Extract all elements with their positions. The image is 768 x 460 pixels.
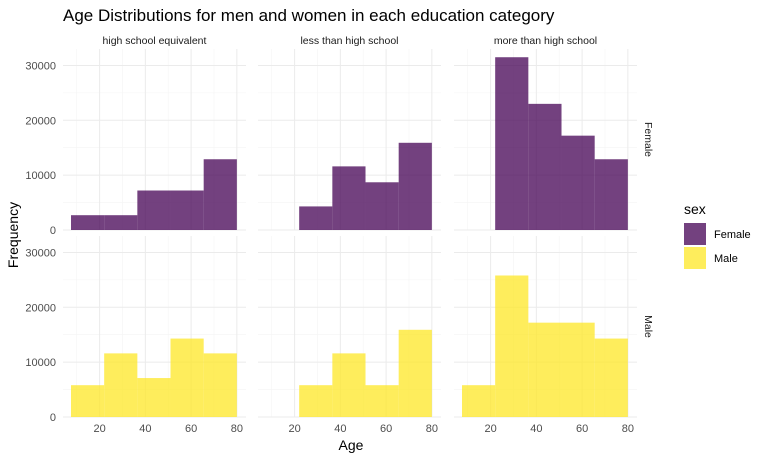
y-tick-label: 10000 [25, 170, 56, 182]
y-tick-label: 20000 [25, 302, 56, 314]
histogram-bar [71, 215, 105, 230]
facet-row-label: Female [642, 122, 654, 157]
legend-title: sex [684, 201, 706, 217]
x-tick-label: 20 [288, 423, 300, 435]
x-tick-label: 80 [231, 423, 243, 435]
histogram-bar [594, 338, 628, 417]
histogram-bar [462, 385, 496, 417]
histogram-bar [71, 385, 105, 417]
y-tick-label: 20000 [25, 115, 56, 127]
panel-area: high school equivalent less than high sch… [25, 35, 654, 435]
histogram-bar [170, 190, 204, 230]
chart-title: Age Distributions for men and women in e… [63, 6, 555, 25]
x-tick-label: 60 [185, 423, 197, 435]
facet-column-label: less than high school [300, 35, 398, 47]
y-tick-label: 0 [50, 412, 56, 424]
facet-column-label: more than high school [494, 35, 597, 47]
histogram-bar [332, 166, 366, 230]
y-tick-label: 30000 [25, 60, 56, 72]
facet-column-label: high school equivalent [103, 35, 207, 47]
histogram-bar [561, 135, 595, 230]
x-tick-label: 20 [93, 423, 105, 435]
legend: sex Female Male [684, 201, 751, 269]
histogram-bar [299, 385, 333, 417]
histogram-bar [203, 353, 237, 417]
y-tick-label: 10000 [25, 357, 56, 369]
histogram-bar [104, 353, 138, 417]
histogram-bar [561, 322, 595, 417]
histogram-bar [398, 142, 432, 230]
histogram-bar [203, 159, 237, 230]
x-tick-label: 40 [530, 423, 542, 435]
legend-label: Male [714, 253, 738, 265]
y-axis-title: Frequency [5, 202, 21, 268]
histogram-bar [528, 322, 562, 417]
x-tick-label: 60 [576, 423, 588, 435]
histogram-bar [398, 329, 432, 417]
histogram-bar [528, 103, 562, 230]
x-tick-label: 40 [334, 423, 346, 435]
histogram-bar [495, 275, 529, 417]
histogram-bar [170, 338, 204, 417]
legend-key-male [684, 247, 706, 269]
x-tick-label: 40 [139, 423, 151, 435]
x-axis-title: Age [339, 437, 364, 453]
histogram-bar [365, 385, 399, 417]
histogram-bar [104, 215, 138, 230]
histogram-bar [365, 182, 399, 230]
facet-row-label: Male [642, 315, 654, 338]
legend-key-female [684, 223, 706, 245]
x-tick-label: 20 [484, 423, 496, 435]
histogram-bar [137, 190, 171, 230]
legend-label: Female [714, 229, 751, 241]
y-tick-label: 30000 [25, 247, 56, 259]
histogram-bar [594, 159, 628, 230]
x-tick-label: 80 [426, 423, 438, 435]
histogram-bar [332, 353, 366, 417]
histogram-bar [495, 57, 529, 231]
y-tick-label: 0 [50, 225, 56, 237]
histogram-bar [299, 206, 333, 230]
x-tick-label: 80 [622, 423, 634, 435]
histogram-bar [137, 378, 171, 417]
x-tick-label: 60 [380, 423, 392, 435]
